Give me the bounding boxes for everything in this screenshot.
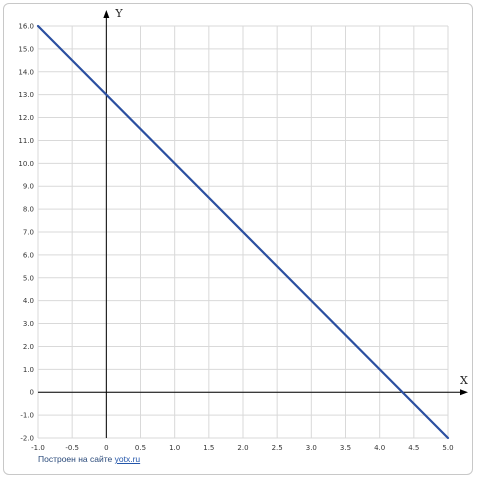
y-tick-label: 5.0 [23, 274, 34, 282]
y-axis-arrow [103, 10, 110, 18]
y-axis-name: Y [114, 7, 123, 20]
y-tick-label: 8.0 [23, 206, 34, 214]
y-tick-label: 14.0 [18, 68, 34, 76]
series-line [36, 24, 450, 440]
x-tick-label: -1.0 [31, 444, 45, 452]
x-tick-label: 5.0 [442, 444, 453, 452]
y-tick-label: 1.0 [23, 366, 34, 374]
x-tick-label: 1.0 [169, 444, 180, 452]
y-tick-label: 4.0 [23, 297, 34, 305]
x-tick-label: 4.0 [374, 444, 385, 452]
x-tick-label: 2.0 [237, 444, 248, 452]
y-tick-label: 6.0 [23, 251, 34, 259]
credit-line: Построен на сайте yotx.ru [38, 454, 140, 464]
x-tick-label: -0.5 [65, 444, 79, 452]
y-tick-label: 15.0 [18, 45, 34, 53]
y-tick-label: 10.0 [18, 160, 34, 168]
y-tick-label: 2.0 [23, 343, 34, 351]
credit-prefix: Построен на сайте [38, 454, 115, 464]
credit-link[interactable]: yotx.ru [114, 454, 141, 464]
x-tick-label: 3.0 [306, 444, 317, 452]
y-tick-label: 12.0 [18, 114, 34, 122]
y-tick-label: 16.0 [18, 23, 34, 31]
y-tick-label: 7.0 [23, 229, 34, 237]
x-tick-label: 4.5 [408, 444, 419, 452]
tick-labels: -1.0 -0.5 0 0.5 1.0 1.5 2.0 2.5 3.0 3.5 4.0 4.5 5.0 1… [18, 23, 453, 453]
y-tick-label: 0 [30, 389, 34, 397]
y-tick-label: 3.0 [23, 320, 34, 328]
x-axis-arrow [460, 389, 468, 396]
x-tick-label: 2.5 [272, 444, 283, 452]
y-tick-label: -2.0 [20, 435, 34, 443]
y-tick-label: 13.0 [18, 91, 34, 99]
x-tick-label: 0.5 [135, 444, 146, 452]
axes [38, 10, 468, 438]
y-tick-label: -1.0 [20, 412, 34, 420]
y-tick-label: 11.0 [18, 137, 34, 145]
series [36, 24, 450, 440]
x-tick-label: 3.5 [340, 444, 351, 452]
chart-frame [3, 3, 473, 475]
x-tick-label: 1.5 [203, 444, 214, 452]
y-tick-label: 9.0 [23, 183, 34, 191]
x-axis-name: X [460, 374, 468, 387]
x-tick-label: 0 [104, 444, 108, 452]
